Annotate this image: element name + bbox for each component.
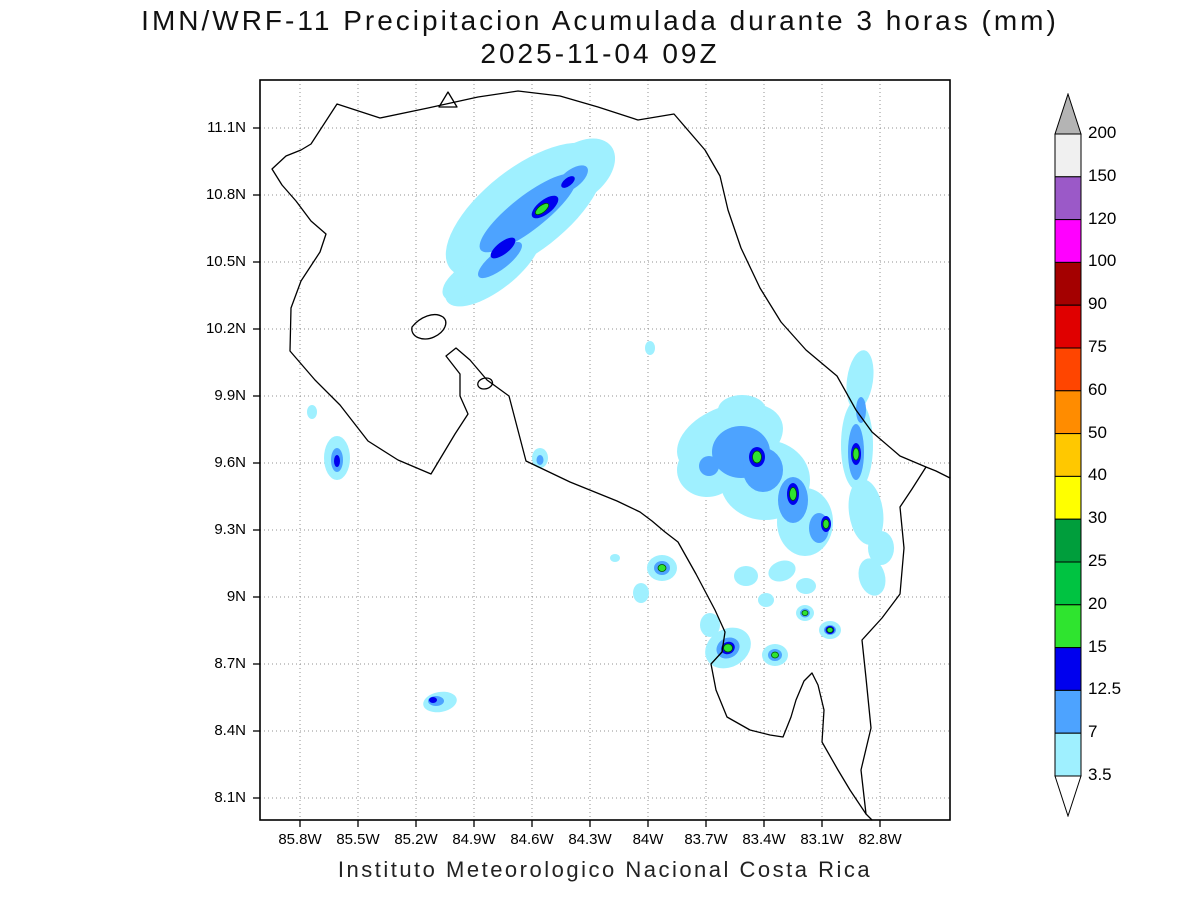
x-tick-label: 85.2W <box>394 831 438 848</box>
coastline-path <box>271 90 951 821</box>
gulf-island-outline <box>477 377 494 390</box>
costa-rica-map-canvas <box>253 79 951 827</box>
plot-border <box>259 79 951 821</box>
map-run-datetime: 2025-11-04 09Z <box>480 38 720 69</box>
x-tick-label: 83.1W <box>800 831 844 848</box>
colorbar-label: 30 <box>1088 508 1107 528</box>
colorbar-label: 200 <box>1088 123 1117 142</box>
precipitation-colorbar <box>1054 93 1082 817</box>
colorbar-label: 3.5 <box>1088 765 1112 784</box>
colorbar-label: 50 <box>1088 422 1107 442</box>
colorbar-label: 100 <box>1088 251 1117 271</box>
x-tick-label: 84.9W <box>452 831 496 848</box>
y-tick-label: 9.6N <box>214 454 246 471</box>
colorbar-label: 12.5 <box>1088 679 1122 699</box>
y-tick-label: 10.2N <box>205 320 246 337</box>
y-tick-label: 11.1N <box>207 119 246 136</box>
x-tick-label: 84.6W <box>510 831 554 848</box>
rain-15-25mm-contours <box>534 202 860 659</box>
footer-credit: Instituto Meteorologico Nacional Costa R… <box>337 857 873 882</box>
colorbar-label: 20 <box>1088 593 1107 613</box>
precipitation-layer <box>307 138 894 713</box>
country-outline <box>271 90 951 821</box>
y-tick-label: 8.1N <box>214 789 246 806</box>
y-tick-label: 9.3N <box>214 521 246 538</box>
rain-7-12.5mm-contours <box>331 165 866 706</box>
y-tick-label: 8.4N <box>214 722 246 739</box>
colorbar-label: 25 <box>1088 551 1107 570</box>
title-block: IMN/WRF-11 Precipitacion Acumulada duran… <box>0 4 1200 70</box>
colorbar-label: 40 <box>1088 465 1107 485</box>
y-tick-label: 8.7N <box>214 655 246 672</box>
x-tick-label: 84W <box>632 831 664 848</box>
rain-3.5-7mm-contours <box>307 138 894 713</box>
colorbar-label: 75 <box>1088 337 1107 356</box>
x-tick-label: 84.3W <box>568 831 612 848</box>
colorbar-label: 90 <box>1088 294 1107 314</box>
colorbar-label: 15 <box>1088 636 1107 656</box>
colorbar-label: 60 <box>1088 379 1107 399</box>
colorbar-label: 7 <box>1088 722 1098 742</box>
y-tick-label: 9N <box>226 588 246 605</box>
axis-ticks <box>253 127 881 827</box>
map-title: IMN/WRF-11 Precipitacion Acumulada duran… <box>141 5 1059 36</box>
lake-outline <box>411 313 447 340</box>
island-marker <box>438 91 458 108</box>
x-tick-label: 85.5W <box>336 831 380 848</box>
x-tick-label: 83.7W <box>684 831 728 848</box>
x-tick-label: 82.8W <box>858 831 902 848</box>
panama-border-path <box>860 466 927 815</box>
y-tick-label: 9.9N <box>214 387 246 404</box>
y-tick-label: 10.8N <box>205 186 246 203</box>
y-tick-label: 10.5N <box>205 253 246 270</box>
grid-lines <box>260 80 950 820</box>
rain-12.5-15mm-contours <box>334 176 861 703</box>
x-tick-label: 85.8W <box>278 831 322 848</box>
x-tick-label: 83.4W <box>742 831 786 848</box>
colorbar-label: 120 <box>1088 208 1117 228</box>
colorbar-label: 150 <box>1088 165 1117 185</box>
